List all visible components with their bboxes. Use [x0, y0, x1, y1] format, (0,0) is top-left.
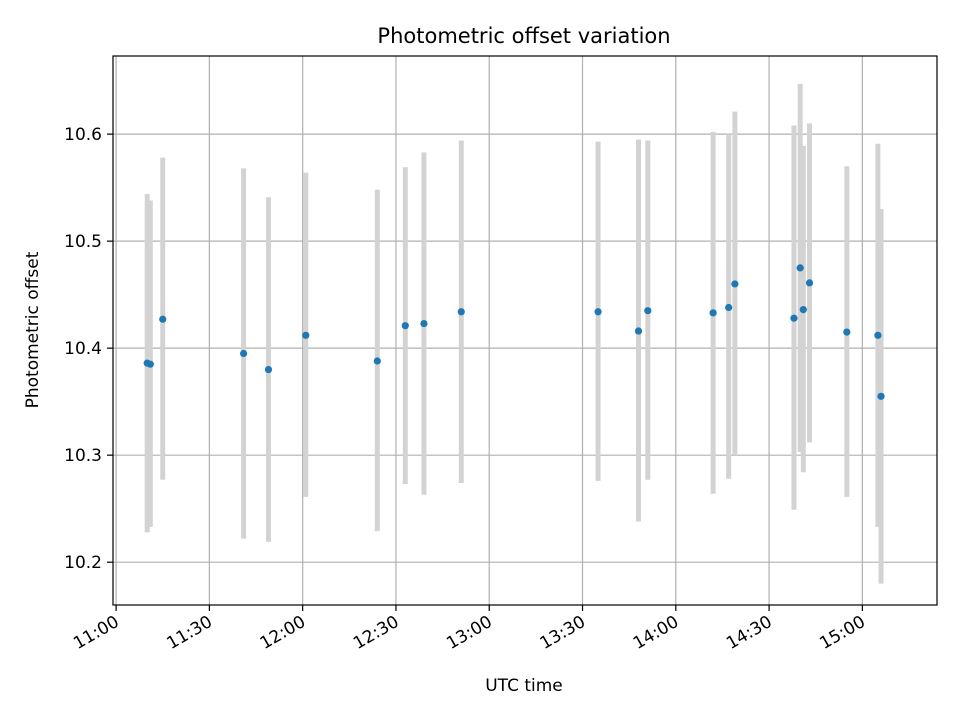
data-point	[264, 365, 273, 374]
data-point	[796, 264, 804, 272]
error-bars	[144, 83, 884, 584]
x-tick-label: 15:00	[816, 612, 868, 654]
x-tick-label: 11:00	[70, 612, 122, 654]
data-point	[634, 327, 643, 335]
data-point	[302, 331, 310, 339]
y-axis-label: Photometric offset	[23, 251, 43, 408]
data-point	[874, 331, 882, 339]
data-point	[644, 307, 652, 315]
y-tick-label: 10.2	[64, 553, 102, 573]
data-point	[239, 349, 248, 358]
y-tick-label: 10.3	[64, 446, 102, 466]
x-axis-label: UTC time	[485, 676, 563, 696]
data-point	[457, 308, 465, 316]
y-axis: 10.2 10.3 10.4 10.5 10.6	[64, 125, 113, 573]
x-tick-label: 14:30	[723, 612, 775, 654]
y-tick-label: 10.4	[64, 339, 102, 359]
x-tick-label: 14:00	[630, 612, 682, 654]
y-tick-label: 10.5	[64, 232, 102, 252]
data-point	[731, 280, 739, 288]
data-point	[401, 322, 409, 330]
grid	[113, 56, 937, 605]
x-tick-label: 13:00	[443, 612, 495, 654]
x-tick-label: 11:30	[163, 612, 215, 654]
data-point	[790, 314, 798, 322]
y-tick-label: 10.6	[64, 125, 102, 145]
data-point	[420, 319, 428, 328]
data-point	[159, 315, 167, 323]
data-point	[709, 309, 717, 317]
data-point	[843, 328, 851, 336]
x-tick-label: 13:30	[537, 612, 589, 654]
data-point	[594, 308, 602, 316]
data-points	[143, 264, 885, 400]
x-tick-label: 12:30	[350, 612, 402, 654]
data-point	[725, 303, 733, 312]
data-point	[805, 279, 814, 287]
x-tick-label: 12:00	[257, 612, 309, 654]
data-point	[877, 392, 885, 400]
plot-frame	[112, 55, 938, 606]
x-axis: 11:00 11:30 12:00 12:30 13:00 13:30 14:00 14:30…	[70, 605, 869, 654]
data-point	[799, 306, 807, 314]
data-point	[373, 357, 381, 365]
data-point	[146, 360, 154, 368]
chart-title: Photometric offset variation	[377, 24, 670, 48]
